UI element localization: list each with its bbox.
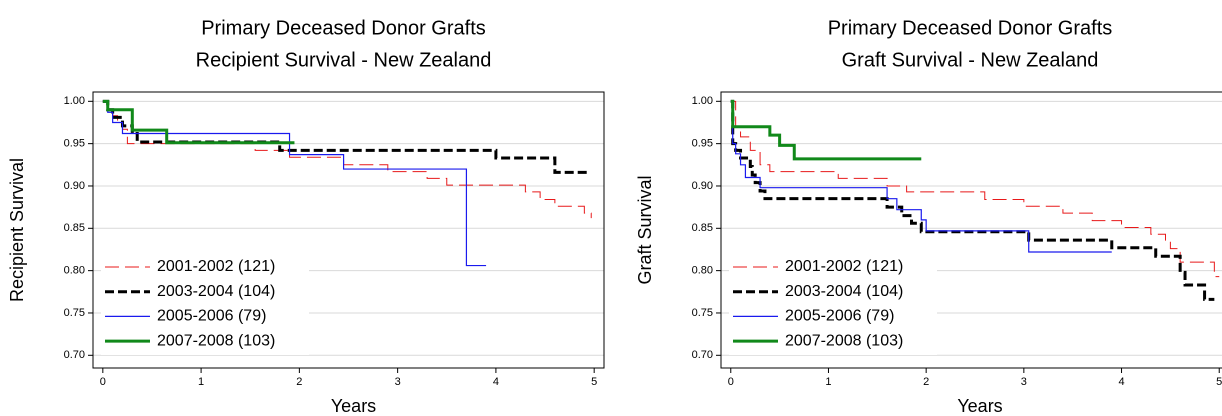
y-tick-label: 0.90 bbox=[692, 180, 713, 192]
x-tick-label: 2 bbox=[923, 376, 929, 388]
legend-label: 2001-2002 (121) bbox=[157, 258, 275, 275]
survival-line bbox=[102, 99, 295, 145]
x-tick-label: 1 bbox=[198, 376, 204, 388]
legend-label: 2007-2008 (103) bbox=[157, 332, 275, 349]
x-tick-label: 2 bbox=[296, 376, 302, 388]
x-tick-label: 5 bbox=[1216, 376, 1222, 388]
survival-line bbox=[730, 99, 922, 161]
chart: Primary Deceased Donor Grafts Recipient S… bbox=[7, 17, 605, 416]
y-tick-label: 0.85 bbox=[692, 222, 713, 234]
x-axis-label: Years bbox=[957, 396, 1002, 416]
x-tick-label: 5 bbox=[591, 376, 597, 388]
survival-line bbox=[730, 100, 1220, 278]
y-tick-label: 0.85 bbox=[64, 222, 85, 234]
chart: Primary Deceased Donor Grafts Graft Survi… bbox=[635, 17, 1222, 416]
y-tick-label: 0.75 bbox=[64, 307, 85, 319]
y-axis-label: Graft Survival bbox=[635, 175, 655, 284]
y-tick-label: 0.95 bbox=[692, 138, 713, 150]
legend-label: 2005-2006 (79) bbox=[785, 308, 894, 325]
legend-label: 2003-2004 (104) bbox=[785, 283, 903, 300]
plot-frame bbox=[92, 91, 605, 369]
x-axis-label: Years bbox=[331, 396, 376, 416]
x-tick-label: 0 bbox=[728, 376, 734, 388]
y-tick-label: 0.70 bbox=[692, 349, 713, 361]
y-axis-label: Recipient Survival bbox=[7, 158, 27, 302]
x-tick-label: 3 bbox=[1021, 376, 1027, 388]
x-tick-label: 4 bbox=[493, 376, 499, 388]
survival-line bbox=[730, 99, 1215, 301]
survival-line bbox=[102, 100, 592, 219]
legend-label: 2005-2006 (79) bbox=[157, 308, 266, 325]
survival-line bbox=[102, 100, 487, 267]
x-tick-label: 3 bbox=[395, 376, 401, 388]
chart-subtitle: Recipient Survival - New Zealand bbox=[196, 49, 492, 71]
legend-background bbox=[729, 255, 937, 355]
chart-title: Primary Deceased Donor Grafts bbox=[828, 17, 1113, 39]
y-tick-label: 0.95 bbox=[64, 138, 85, 150]
legend-label: 2001-2002 (121) bbox=[785, 258, 903, 275]
plot-frame bbox=[720, 91, 1222, 369]
x-tick-label: 1 bbox=[825, 376, 831, 388]
chart-subtitle: Graft Survival - New Zealand bbox=[842, 49, 1099, 71]
survival-line bbox=[730, 100, 1112, 253]
chart-title: Primary Deceased Donor Grafts bbox=[201, 17, 486, 39]
y-tick-label: 0.75 bbox=[692, 307, 713, 319]
y-tick-label: 1.00 bbox=[64, 95, 85, 107]
y-tick-label: 0.70 bbox=[64, 349, 85, 361]
survival-line bbox=[102, 99, 590, 174]
legend-label: 2003-2004 (104) bbox=[157, 283, 275, 300]
y-tick-label: 0.80 bbox=[692, 265, 713, 277]
y-tick-label: 0.90 bbox=[64, 180, 85, 192]
y-tick-label: 1.00 bbox=[692, 95, 713, 107]
x-tick-label: 4 bbox=[1118, 376, 1124, 388]
x-tick-label: 0 bbox=[100, 376, 106, 388]
legend-background bbox=[101, 255, 309, 355]
y-tick-label: 0.80 bbox=[64, 265, 85, 277]
legend-label: 2007-2008 (103) bbox=[785, 332, 903, 349]
